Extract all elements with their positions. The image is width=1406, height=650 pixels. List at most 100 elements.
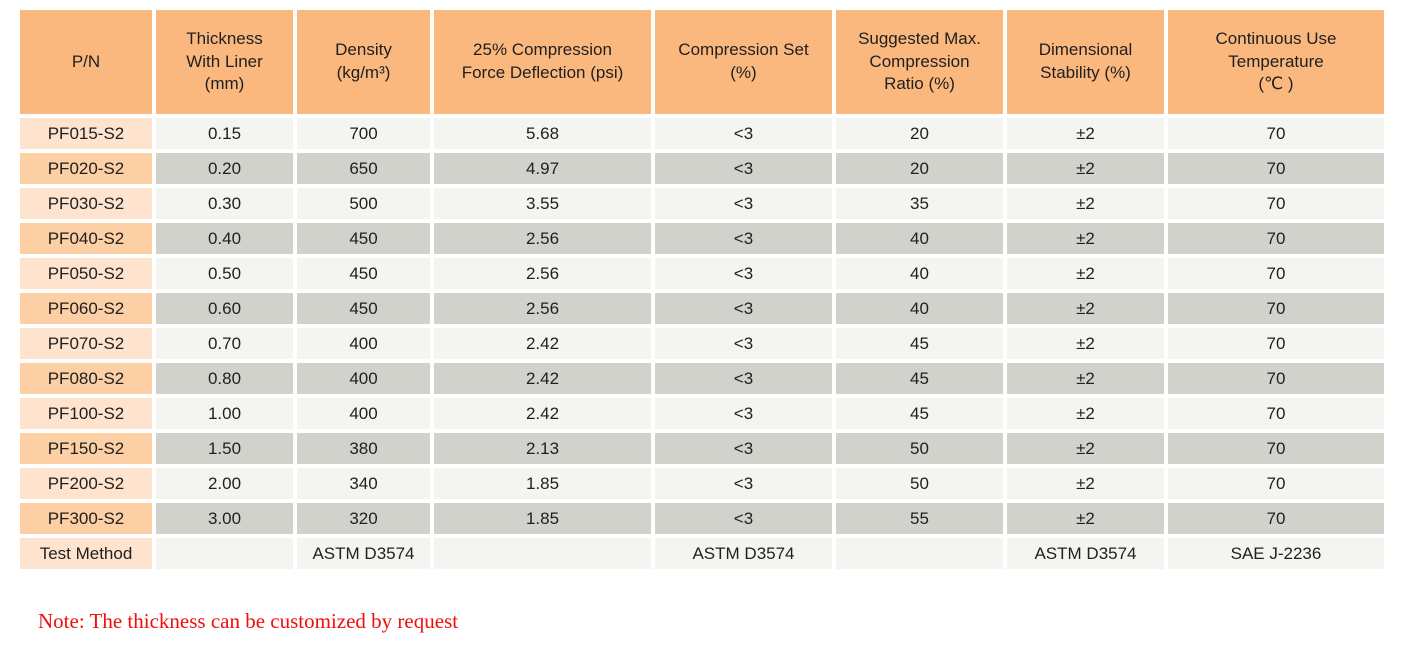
- table-row: PF300-S2 3.00 320 1.85 <3 55 ±2 70: [20, 503, 1384, 534]
- data-cell: 45: [836, 328, 1003, 359]
- spec-table: P/N Thickness With Liner (mm) Density (k…: [16, 6, 1388, 573]
- data-cell: <3: [655, 468, 832, 499]
- test-method-row: Test Method ASTM D3574 ASTM D3574 ASTM D357…: [20, 538, 1384, 569]
- data-cell: 650: [297, 153, 430, 184]
- data-cell: 3.00: [156, 503, 293, 534]
- data-cell: 2.56: [434, 223, 651, 254]
- table-row: PF030-S2 0.30 500 3.55 <3 35 ±2 70: [20, 188, 1384, 219]
- pn-cell: PF070-S2: [20, 328, 152, 359]
- table-row: PF050-S2 0.50 450 2.56 <3 40 ±2 70: [20, 258, 1384, 289]
- data-cell: 450: [297, 293, 430, 324]
- data-cell: 320: [297, 503, 430, 534]
- data-cell: 45: [836, 363, 1003, 394]
- data-cell: [836, 538, 1003, 569]
- data-cell: 3.55: [434, 188, 651, 219]
- data-cell: 20: [836, 153, 1003, 184]
- data-cell: ±2: [1007, 363, 1164, 394]
- data-cell: [434, 538, 651, 569]
- data-cell: 50: [836, 433, 1003, 464]
- data-cell: <3: [655, 328, 832, 359]
- column-header-compression-set: Compression Set (%): [655, 10, 832, 114]
- data-cell: 70: [1168, 468, 1384, 499]
- data-cell: 380: [297, 433, 430, 464]
- data-cell: 2.42: [434, 398, 651, 429]
- data-cell: 2.13: [434, 433, 651, 464]
- data-cell: 0.20: [156, 153, 293, 184]
- data-cell: <3: [655, 153, 832, 184]
- data-cell: 1.50: [156, 433, 293, 464]
- table-row: PF015-S2 0.15 700 5.68 <3 20 ±2 70: [20, 118, 1384, 149]
- data-cell: ±2: [1007, 468, 1164, 499]
- data-cell: ASTM D3574: [297, 538, 430, 569]
- data-cell: 70: [1168, 363, 1384, 394]
- data-cell: ±2: [1007, 188, 1164, 219]
- data-cell: ±2: [1007, 328, 1164, 359]
- pn-cell: PF020-S2: [20, 153, 152, 184]
- spec-table-header: P/N Thickness With Liner (mm) Density (k…: [20, 10, 1384, 114]
- data-cell: 2.56: [434, 258, 651, 289]
- data-cell: 0.40: [156, 223, 293, 254]
- data-cell: 4.97: [434, 153, 651, 184]
- data-cell: ±2: [1007, 223, 1164, 254]
- data-cell: <3: [655, 258, 832, 289]
- data-cell: 2.42: [434, 328, 651, 359]
- page: P/N Thickness With Liner (mm) Density (k…: [0, 6, 1406, 650]
- pn-cell: PF100-S2: [20, 398, 152, 429]
- data-cell: 70: [1168, 433, 1384, 464]
- data-cell: 1.85: [434, 503, 651, 534]
- data-cell: 40: [836, 223, 1003, 254]
- data-cell: [156, 538, 293, 569]
- data-cell: <3: [655, 503, 832, 534]
- table-row: PF060-S2 0.60 450 2.56 <3 40 ±2 70: [20, 293, 1384, 324]
- data-cell: 450: [297, 223, 430, 254]
- table-row: PF020-S2 0.20 650 4.97 <3 20 ±2 70: [20, 153, 1384, 184]
- table-row: PF150-S2 1.50 380 2.13 <3 50 ±2 70: [20, 433, 1384, 464]
- data-cell: 2.00: [156, 468, 293, 499]
- data-cell: <3: [655, 223, 832, 254]
- pn-cell: PF050-S2: [20, 258, 152, 289]
- data-cell: 0.30: [156, 188, 293, 219]
- pn-cell: Test Method: [20, 538, 152, 569]
- data-cell: SAE J-2236: [1168, 538, 1384, 569]
- data-cell: 35: [836, 188, 1003, 219]
- data-cell: ±2: [1007, 503, 1164, 534]
- data-cell: 700: [297, 118, 430, 149]
- column-header-pn: P/N: [20, 10, 152, 114]
- column-header-thickness: Thickness With Liner (mm): [156, 10, 293, 114]
- data-cell: 0.80: [156, 363, 293, 394]
- data-cell: 70: [1168, 223, 1384, 254]
- column-header-density: Density (kg/m³): [297, 10, 430, 114]
- data-cell: 70: [1168, 118, 1384, 149]
- data-cell: ASTM D3574: [1007, 538, 1164, 569]
- pn-cell: PF300-S2: [20, 503, 152, 534]
- column-header-continuous-use-temperature: Continuous Use Temperature (℃ ): [1168, 10, 1384, 114]
- data-cell: 500: [297, 188, 430, 219]
- data-cell: ±2: [1007, 118, 1164, 149]
- data-cell: 0.70: [156, 328, 293, 359]
- pn-cell: PF015-S2: [20, 118, 152, 149]
- pn-cell: PF200-S2: [20, 468, 152, 499]
- data-cell: <3: [655, 293, 832, 324]
- pn-cell: PF080-S2: [20, 363, 152, 394]
- data-cell: 40: [836, 293, 1003, 324]
- data-cell: 70: [1168, 188, 1384, 219]
- data-cell: 70: [1168, 258, 1384, 289]
- pn-cell: PF030-S2: [20, 188, 152, 219]
- data-cell: ±2: [1007, 153, 1164, 184]
- data-cell: <3: [655, 398, 832, 429]
- data-cell: 2.56: [434, 293, 651, 324]
- data-cell: 2.42: [434, 363, 651, 394]
- data-cell: ±2: [1007, 433, 1164, 464]
- data-cell: <3: [655, 433, 832, 464]
- data-cell: ±2: [1007, 398, 1164, 429]
- data-cell: 70: [1168, 503, 1384, 534]
- data-cell: 0.50: [156, 258, 293, 289]
- data-cell: <3: [655, 188, 832, 219]
- data-cell: 400: [297, 328, 430, 359]
- data-cell: 70: [1168, 153, 1384, 184]
- data-cell: ±2: [1007, 258, 1164, 289]
- data-cell: 340: [297, 468, 430, 499]
- pn-cell: PF060-S2: [20, 293, 152, 324]
- data-cell: 5.68: [434, 118, 651, 149]
- data-cell: 0.15: [156, 118, 293, 149]
